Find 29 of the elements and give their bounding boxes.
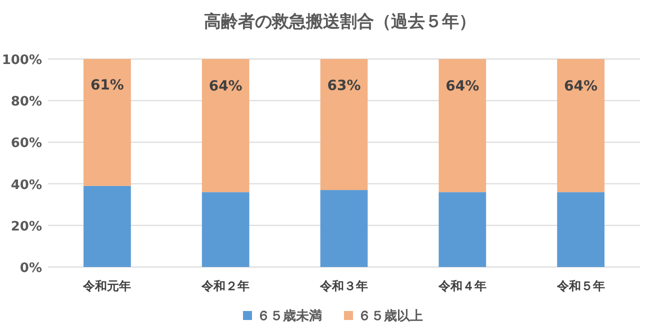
bar [438,192,486,267]
data-label: 61% [90,77,124,94]
bar [84,59,131,186]
x-tick-label: 令和５年 [556,279,605,293]
x-tick-label: 令和３年 [319,279,368,293]
x-tick-label: 令和元年 [82,279,132,293]
bar [202,59,250,192]
chart-title: 高齢者の救急搬送割合（過去５年） [204,12,476,32]
x-tick-label: 令和４年 [437,279,486,293]
x-tick-label: 令和２年 [200,279,250,293]
bar [320,190,368,267]
y-tick-label: 20% [10,219,42,234]
y-tick-label: 0% [20,261,42,276]
data-label: 64% [564,78,598,95]
y-tick-label: 80% [10,94,42,110]
data-label: 64% [446,78,480,95]
bar [557,192,604,267]
data-label: 64% [208,78,242,95]
legend-label: ６５歳未満 [257,309,322,324]
bar [438,59,486,192]
y-tick-label: 60% [10,136,42,152]
y-tick-label: 40% [10,178,42,193]
bar [202,192,250,267]
legend-label: ６５歳以上 [358,309,423,324]
bar [320,59,368,190]
bar [84,186,131,267]
data-label: 63% [327,78,361,94]
y-tick-label: 100% [2,53,42,68]
bar [557,59,604,192]
